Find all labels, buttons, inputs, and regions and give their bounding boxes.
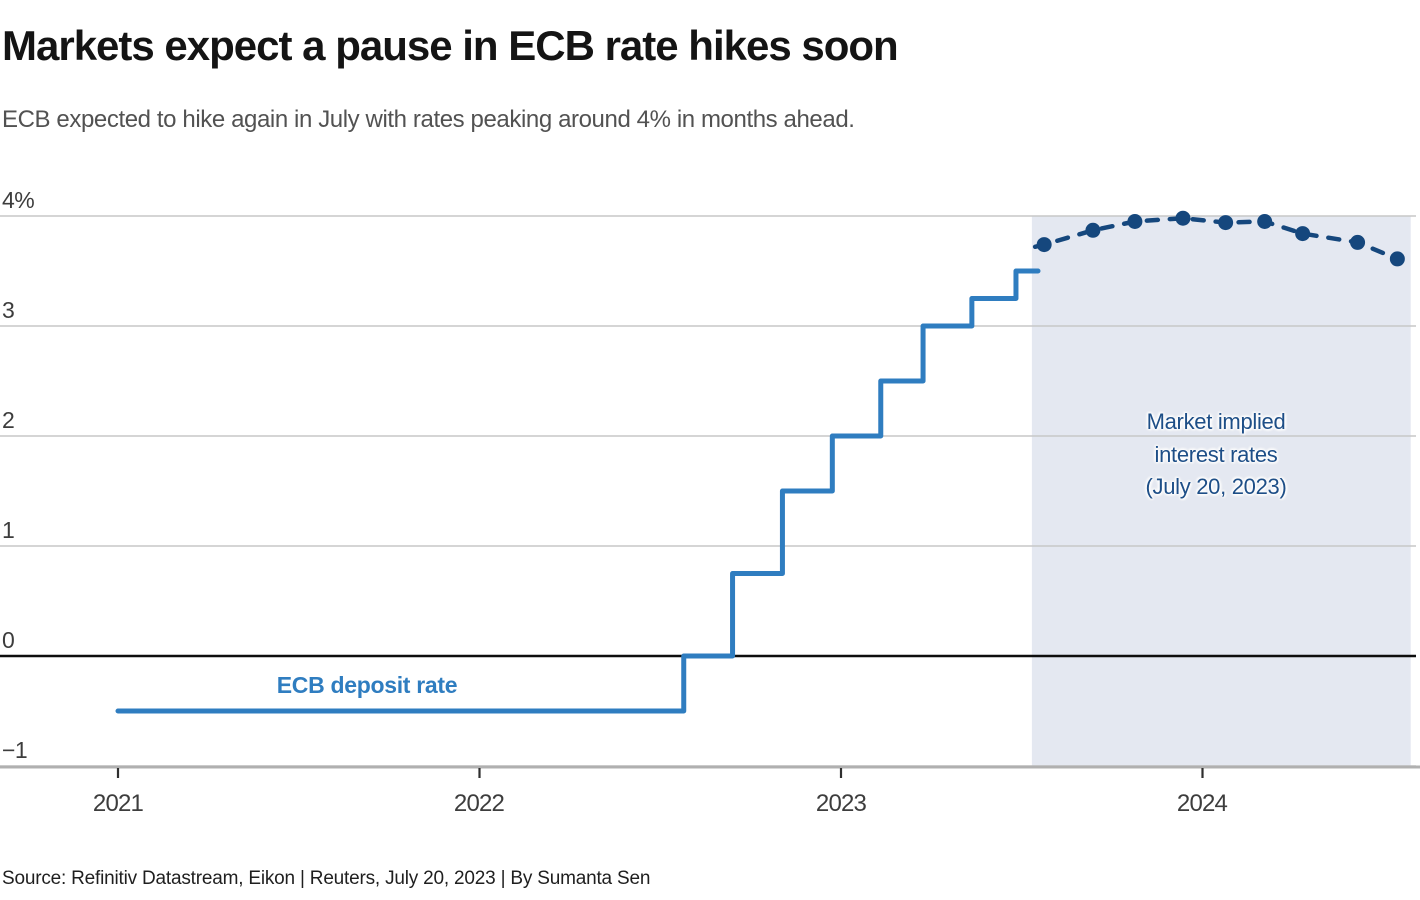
market-implied-annotation-line3: (July 20, 2023) [1145, 474, 1287, 499]
market-implied-annotation-line1: Market implied [1146, 409, 1286, 434]
implied-rate-dot [1127, 214, 1143, 229]
forecast-shaded-region [1031, 216, 1411, 766]
implied-rate-dot [1257, 214, 1273, 229]
implied-rate-dot [1389, 251, 1405, 267]
chart-canvas [0, 210, 1420, 778]
y-axis-label-3: 3 [2, 297, 15, 323]
y-axis-label-neg1: −1 [2, 737, 28, 763]
x-axis-label-2022: 2022 [453, 790, 505, 817]
x-axis-label-2021: 2021 [92, 790, 144, 817]
chart-area: 4% 3 2 1 0 −1 2021 2022 2023 2024 ECB de… [0, 180, 1420, 840]
page-title: Markets expect a pause in ECB rate hikes… [2, 22, 899, 69]
implied-rate-dot [1295, 226, 1311, 242]
y-axis-label-4: 4% [2, 187, 35, 213]
market-implied-annotation-line2: interest rates [1154, 441, 1278, 467]
x-axis-label-2023: 2023 [815, 790, 867, 817]
y-axis-label-2: 2 [2, 407, 15, 433]
source-attribution: Source: Refinitiv Datastream, Eikon | Re… [2, 868, 651, 889]
y-axis-label-0: 0 [2, 627, 15, 653]
implied-rate-dot [1036, 237, 1052, 253]
implied-rate-dashed-line [1032, 215, 1400, 262]
implied-rate-dot [1350, 234, 1366, 250]
implied-rate-dot [1085, 222, 1101, 238]
implied-rate-dot [1218, 215, 1234, 231]
x-axis-label-2024: 2024 [1176, 790, 1228, 817]
market-implied-annotation: Market implied interest rates (July 20, … [1056, 406, 1376, 504]
y-axis-label-1: 1 [2, 517, 15, 543]
deposit-rate-series-label: ECB deposit rate [276, 672, 458, 698]
deposit-rate-step-line [115, 268, 1041, 714]
page-subtitle: ECB expected to hike again in July with … [2, 106, 855, 133]
implied-rate-dot [1175, 210, 1191, 226]
